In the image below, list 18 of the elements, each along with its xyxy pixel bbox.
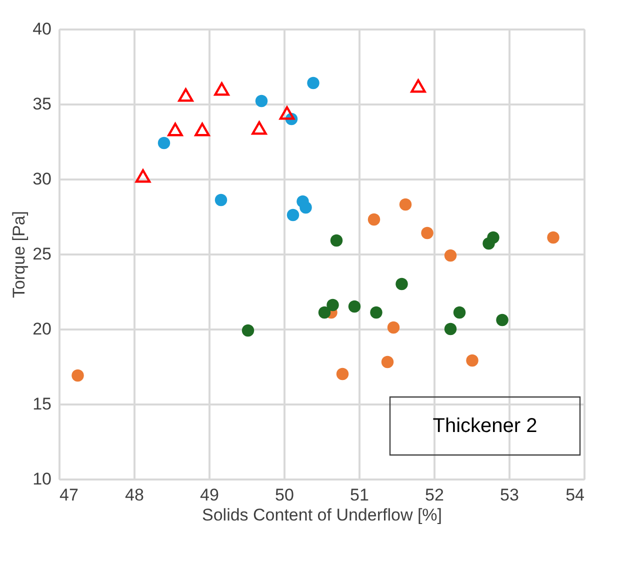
y-axis-title: Torque [Pa] <box>10 211 29 298</box>
x-tick-label: 48 <box>125 486 144 504</box>
y-tick-label: 15 <box>32 394 52 414</box>
y-tick-label: 25 <box>32 244 52 264</box>
y-tick-label: 20 <box>32 320 52 338</box>
y-tick-label: 35 <box>32 94 52 114</box>
annotation: Thickener 2 <box>432 415 538 437</box>
y-tick-label: 30 <box>32 170 52 188</box>
x-tick-label: 54 <box>566 486 584 504</box>
x-tick-label: 49 <box>200 486 219 504</box>
y-tick-label: 10 <box>32 470 52 488</box>
y-tick-label: 40 <box>32 20 52 38</box>
x-tick-label: 51 <box>350 486 369 504</box>
x-tick-label: 53 <box>500 486 519 504</box>
x-axis-title: Solids Content of Underflow [%] <box>202 506 442 524</box>
x-tick-label: 47 <box>60 486 78 504</box>
x-tick-label: 50 <box>275 486 294 504</box>
x-tick-label: 52 <box>425 486 444 504</box>
